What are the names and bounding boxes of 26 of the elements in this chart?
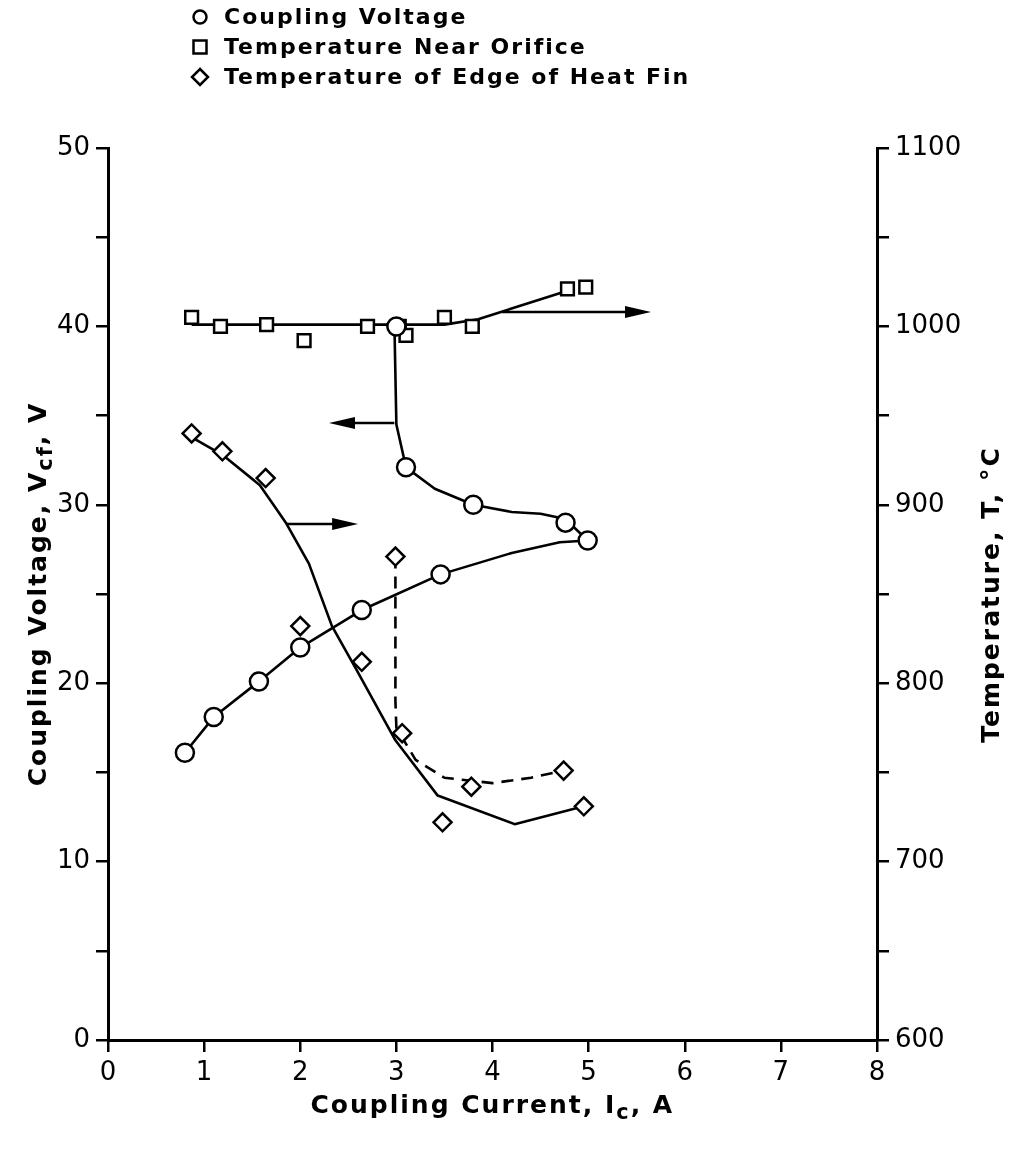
y-tick-label: 30 <box>56 487 90 518</box>
x-tick-label: 5 <box>580 1056 597 1087</box>
y2-tick-label: 800 <box>895 665 945 696</box>
y2-tick-label: 900 <box>895 487 945 518</box>
y-tick-label: 20 <box>56 665 90 696</box>
x-tick-label: 4 <box>484 1056 501 1087</box>
y2-tick-label: 1100 <box>895 130 962 161</box>
legend-label: Coupling Voltage <box>224 3 468 31</box>
x-tick-label: 3 <box>388 1056 405 1087</box>
legend-label: Temperature Near Orifice <box>224 33 587 61</box>
x-tick-label: 6 <box>676 1056 694 1087</box>
y2-tick-label: 600 <box>895 1022 945 1053</box>
x-axis-title: Coupling Current, I$_{c}$, A <box>310 1090 675 1124</box>
x-tick-label: 7 <box>772 1056 790 1087</box>
x-tick-label: 8 <box>868 1056 886 1087</box>
y-tick-label: 10 <box>56 844 90 875</box>
x-tick-label: 2 <box>291 1056 309 1087</box>
y-tick-label: 0 <box>73 1022 90 1053</box>
legend-label: Temperature of Edge of Heat Fin <box>224 63 691 91</box>
x-tick-label: 0 <box>99 1056 117 1087</box>
y2-tick-label: 700 <box>895 844 945 875</box>
y-tick-label: 50 <box>56 130 90 161</box>
y2-axis-title: Temperature, T, °C <box>975 445 1005 743</box>
y-tick-label: 40 <box>56 309 90 340</box>
y2-tick-label: 1000 <box>895 309 962 340</box>
x-tick-label: 1 <box>195 1056 213 1087</box>
